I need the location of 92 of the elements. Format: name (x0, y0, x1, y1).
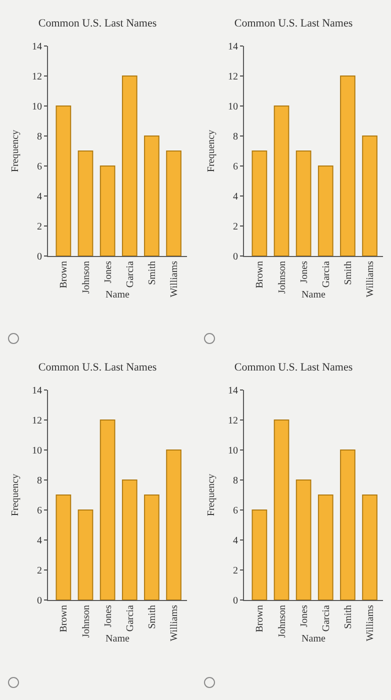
y-tick-label: 14 (228, 386, 238, 396)
y-tick-label: 8 (37, 476, 42, 486)
y-tick-label: 4 (233, 192, 238, 202)
x-tick-label: Garcia (124, 604, 136, 632)
bar (166, 150, 182, 256)
y-tick-label: 12 (228, 72, 238, 82)
x-tick-label: Garcia (320, 604, 332, 632)
bar (274, 106, 290, 256)
bar (318, 494, 334, 600)
y-tick-label: 10 (228, 102, 238, 112)
x-tick-label: Smith (146, 261, 158, 285)
x-tick-label: Johnson (80, 605, 92, 638)
bar (56, 494, 72, 600)
y-tick-label: 14 (228, 42, 238, 52)
x-axis-title: Name (302, 634, 326, 645)
x-tick-label: Brown (58, 261, 70, 288)
x-tick-label: Williams (169, 260, 180, 298)
y-tick-label: 12 (32, 416, 42, 426)
y-tick-label: 10 (32, 446, 42, 456)
x-tick-label: Jones (298, 604, 310, 628)
bar (318, 166, 334, 256)
y-tick-label: 2 (233, 222, 238, 232)
y-tick-label: 4 (37, 536, 42, 546)
y-tick-label: 14 (32, 386, 42, 396)
x-tick-label: Johnson (276, 605, 288, 638)
x-tick-label: Smith (146, 605, 158, 629)
x-tick-label: Smith (342, 261, 354, 285)
y-tick-label: 12 (228, 416, 238, 426)
bar (252, 510, 268, 600)
x-tick-label: Smith (342, 605, 354, 629)
x-tick-label: Brown (254, 605, 266, 632)
bar (362, 494, 378, 600)
x-tick-label: Garcia (124, 260, 136, 288)
bar (100, 166, 116, 256)
bar (166, 450, 182, 600)
y-tick-label: 4 (233, 536, 238, 546)
y-tick-label: 14 (32, 42, 42, 52)
y-tick-label: 10 (32, 102, 42, 112)
y-tick-label: 6 (233, 162, 238, 172)
x-tick-label: Jones (102, 260, 114, 284)
y-tick-label: 12 (32, 72, 42, 82)
y-tick-label: 2 (37, 222, 42, 232)
bar (144, 494, 160, 600)
bar (340, 76, 356, 256)
bar (78, 510, 94, 600)
y-tick-label: 10 (228, 446, 238, 456)
x-axis-title: Name (106, 290, 130, 301)
bar (122, 480, 138, 600)
x-tick-label: Williams (365, 604, 376, 642)
y-axis-title: Frequency (10, 130, 21, 172)
x-tick-label: Williams (169, 604, 180, 642)
chart-title: Common U.S. Last Names (234, 362, 353, 374)
bar (252, 150, 268, 256)
bar (56, 106, 72, 256)
y-tick-label: 0 (37, 252, 42, 262)
bar (144, 136, 160, 256)
y-tick-label: 8 (233, 132, 238, 142)
y-tick-label: 6 (37, 162, 42, 172)
x-tick-label: Brown (254, 261, 266, 288)
chart-title: Common U.S. Last Names (38, 362, 157, 374)
y-tick-label: 8 (233, 476, 238, 486)
y-tick-label: 2 (37, 566, 42, 576)
x-tick-label: Jones (298, 260, 310, 284)
y-tick-label: 0 (233, 252, 238, 262)
x-tick-label: Johnson (80, 261, 92, 294)
bar (100, 420, 116, 600)
x-axis-title: Name (302, 290, 326, 301)
bar (122, 76, 138, 256)
chart-title: Common U.S. Last Names (38, 18, 157, 30)
y-tick-label: 6 (233, 506, 238, 516)
x-tick-label: Johnson (276, 261, 288, 294)
y-tick-label: 4 (37, 192, 42, 202)
x-tick-label: Garcia (320, 260, 332, 288)
y-axis-title: Frequency (206, 130, 217, 172)
y-axis-title: Frequency (10, 474, 21, 516)
x-tick-label: Jones (102, 604, 114, 628)
bar (78, 150, 94, 256)
x-tick-label: Brown (58, 605, 70, 632)
y-tick-label: 0 (37, 596, 42, 606)
chart-title: Common U.S. Last Names (234, 18, 353, 30)
bar (274, 420, 290, 600)
bar (362, 136, 378, 256)
y-tick-label: 0 (233, 596, 238, 606)
x-tick-label: Williams (365, 260, 376, 298)
x-axis-title: Name (106, 634, 130, 645)
y-tick-label: 2 (233, 566, 238, 576)
y-axis-title: Frequency (206, 474, 217, 516)
bar (340, 450, 356, 600)
bar (296, 150, 312, 256)
bar (296, 480, 312, 600)
y-tick-label: 6 (37, 506, 42, 516)
y-tick-label: 8 (37, 132, 42, 142)
